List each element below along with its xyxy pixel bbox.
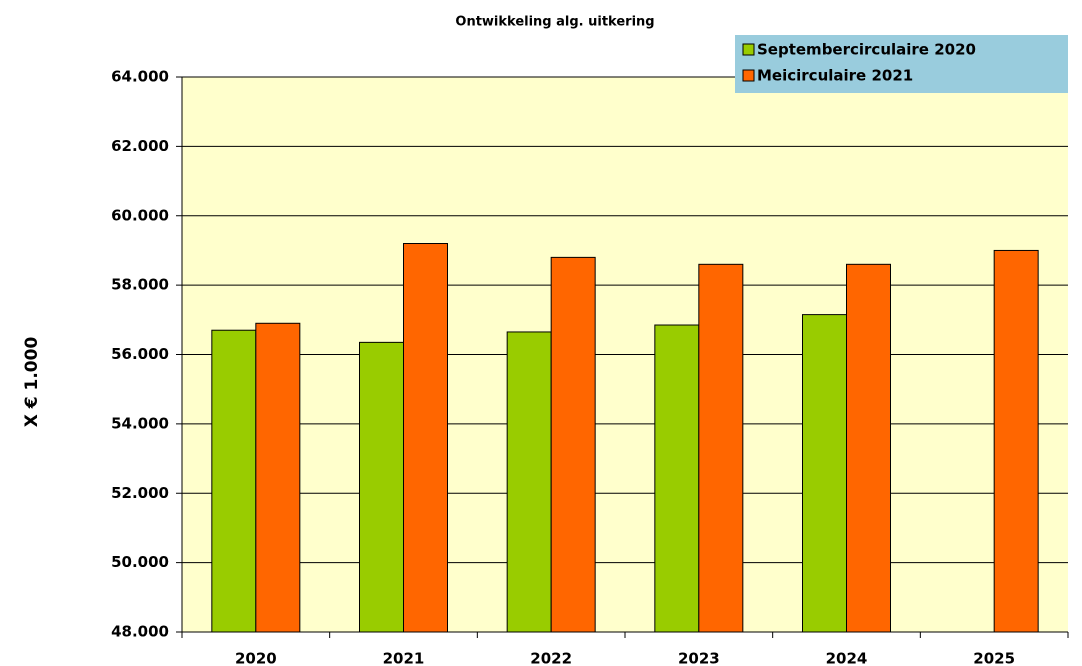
legend — [735, 35, 1068, 93]
y-tick-label: 56.000 — [111, 345, 169, 363]
x-tick-label: 2020 — [235, 650, 277, 666]
bar — [698, 263, 744, 633]
legend-swatch — [742, 43, 755, 56]
bar — [550, 256, 596, 633]
x-tick-label: 2024 — [826, 650, 868, 666]
y-tick-label: 54.000 — [111, 414, 169, 432]
y-tick-label: 64.000 — [111, 68, 169, 86]
x-tick-label: 2022 — [530, 650, 572, 666]
chart-title: Ontwikkeling alg. uitkering — [455, 15, 654, 30]
bar — [993, 249, 1039, 633]
bar — [211, 329, 257, 633]
legend-label: Septembercirculaire 2020 — [757, 41, 976, 59]
y-tick-label: 50.000 — [111, 553, 169, 571]
bar — [359, 341, 404, 633]
x-tick-label: 2021 — [383, 650, 425, 666]
y-tick-label: 62.000 — [111, 137, 169, 155]
x-tick-label: 2025 — [973, 650, 1015, 666]
bar — [654, 324, 700, 633]
bar — [255, 322, 301, 633]
x-tick-label: 2023 — [678, 650, 720, 666]
y-axis-label: X € 1.000 — [22, 337, 42, 428]
legend-label: Meicirculaire 2021 — [757, 67, 913, 85]
y-tick-label: 60.000 — [111, 206, 169, 224]
bar — [802, 314, 847, 633]
bar — [403, 243, 448, 633]
y-tick-label: 52.000 — [111, 484, 169, 502]
bar — [846, 263, 891, 633]
bar — [506, 331, 552, 633]
y-tick-label: 48.000 — [111, 623, 169, 641]
legend-swatch — [742, 69, 755, 82]
y-tick-label: 58.000 — [111, 276, 169, 294]
